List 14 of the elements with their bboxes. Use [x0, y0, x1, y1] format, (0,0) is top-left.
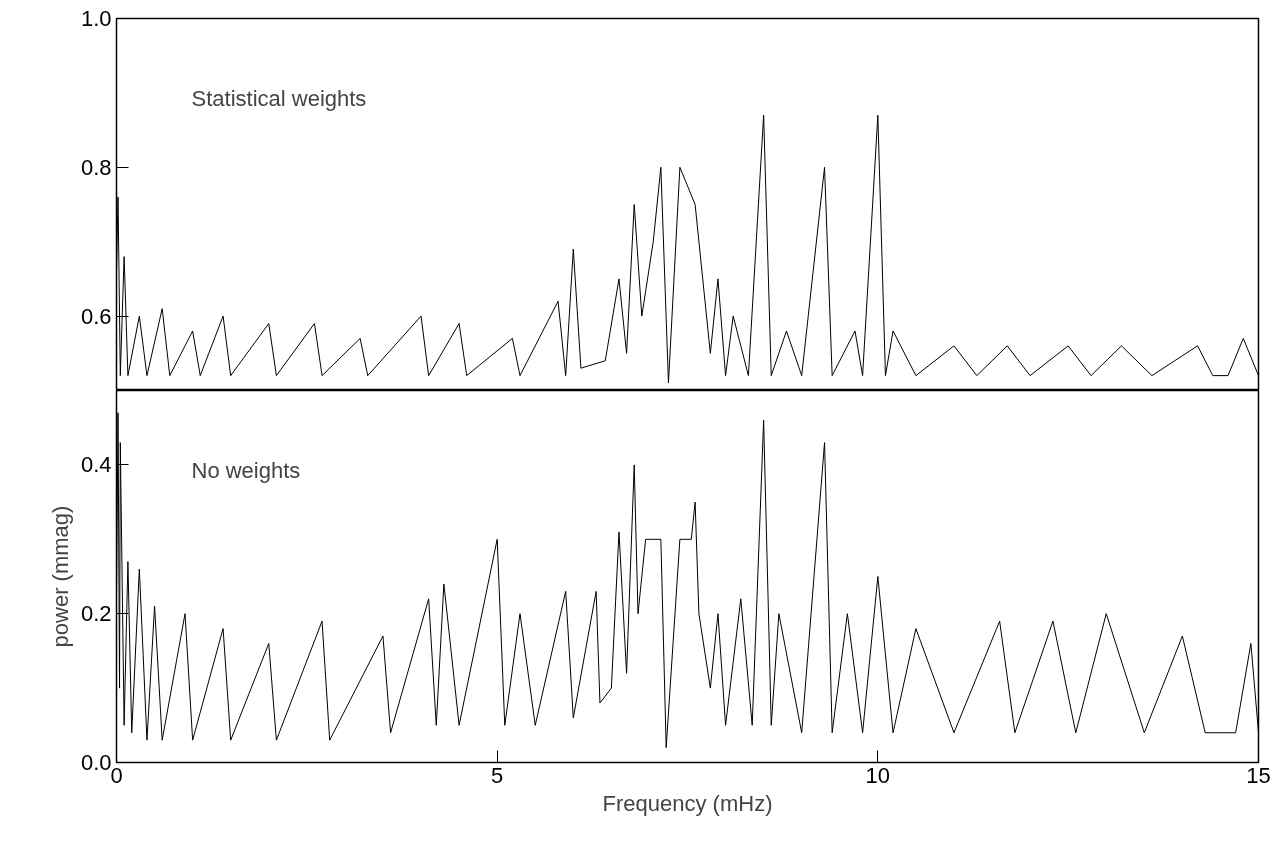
y-tick-label: 1.0: [80, 6, 112, 31]
y-tick-label: 0.4: [80, 452, 112, 478]
x-tick-label: 15: [1246, 762, 1271, 788]
x-axis-title: Frequency (mHz): [602, 790, 773, 816]
x-tick-label: 5: [491, 762, 504, 788]
x-tick-label: 0: [110, 762, 123, 788]
y-tick-label: 0.8: [80, 154, 112, 180]
y-tick-label: 0.2: [80, 601, 112, 627]
annotation: No weights: [191, 458, 301, 483]
y-tick-label: 0.6: [80, 303, 112, 329]
x-tick-label: 10: [865, 762, 891, 788]
annotation: Statistical weights: [191, 86, 367, 111]
y-axis-title: power (mmag): [47, 505, 73, 648]
y-tick-label: 0.0: [80, 750, 112, 775]
